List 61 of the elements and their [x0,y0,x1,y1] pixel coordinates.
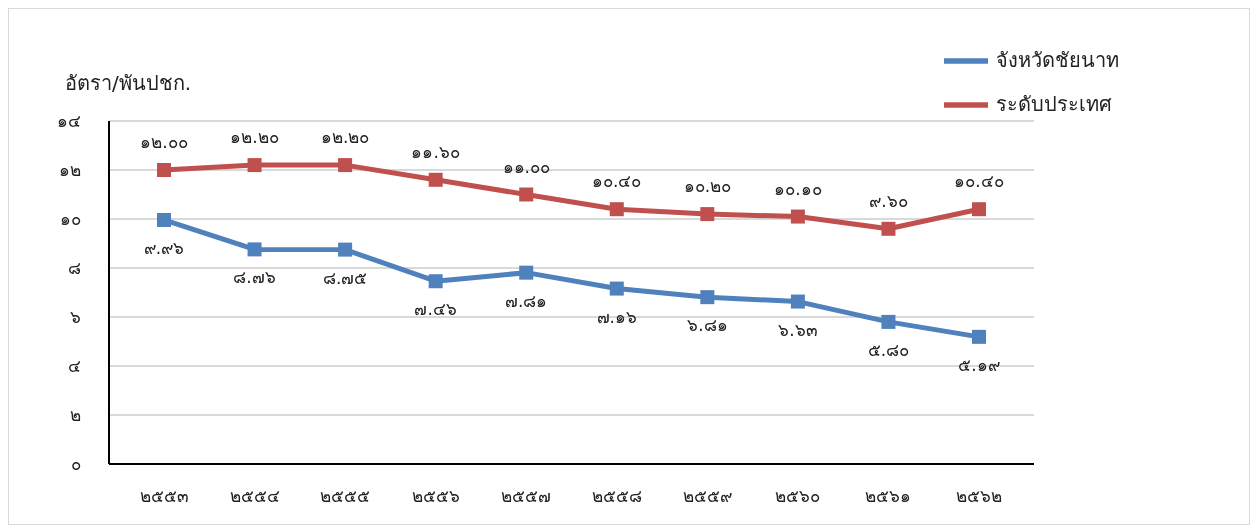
data-label: ๗.๘๑ [505,290,548,311]
y-tick-label: ๑๐ [60,209,81,230]
y-tick-label: ๘ [68,258,81,279]
y-tick-label: ๑๒ [59,160,81,181]
y-tick-label: ๐ [71,454,81,475]
x-tick-label: ๒๕๖๑ [865,486,912,507]
point [972,329,986,344]
y-tick-label: ๖ [70,307,81,328]
point [157,163,171,177]
data-label: ๗.๑๖ [596,306,637,327]
data-label: ๖.๘๑ [687,315,728,336]
point [881,314,896,329]
y-tick-label: ๒ [70,405,81,426]
data-label: ๑๒.๐๐ [140,132,188,152]
x-tick-label: ๒๕๕๕ [320,486,371,507]
data-label: ๖.๖๓ [778,319,818,340]
point [247,242,262,257]
x-tick-label: ๒๕๕๙ [682,486,732,507]
point [881,221,896,236]
x-tick-label: ๒๕๕๖ [411,486,460,507]
x-tick-label: ๒๕๖๒ [956,486,1002,507]
data-label: ๑๑.๖๐ [411,141,460,162]
data-label: ๑๐.๔๐ [592,171,642,192]
point [519,265,534,280]
data-label: ๕.๘๐ [867,339,910,360]
data-label: ๑๐.๑๐ [774,178,822,199]
data-label: ๘.๗๖ [233,267,276,288]
data-label: ๑๐.๔๐ [954,171,1004,192]
point [338,158,353,173]
point [700,207,715,222]
x-tick-label: ๒๕๖๐ [775,486,821,507]
point [247,158,262,173]
data-label: ๗.๔๖ [414,299,457,320]
data-label: ๑๒.๒๐ [320,127,370,148]
data-label: ๘.๗๕ [322,267,368,288]
point [609,281,624,296]
point [519,187,534,202]
legend-label: จังหวัดชัยนาท [996,47,1119,72]
x-tick-label: ๒๕๕๗ [501,486,552,507]
point [609,202,624,217]
data-label: ๑๒.๒๐ [230,127,279,148]
x-tick-label: ๒๕๕๔ [229,486,280,507]
point [428,274,443,289]
data-label: ๑๐.๒๐ [683,176,732,197]
point [790,294,805,309]
x-tick-label: ๒๕๕๘ [591,486,642,507]
x-tick-label: ๒๕๕๓ [139,486,189,507]
y-axis-title: อัตรา/พันปชก. [65,70,192,97]
data-label: ๙.๙๖ [143,237,185,258]
data-label: ๙.๖๐ [869,190,908,211]
data-label: ๑๑.๐๐ [502,156,550,177]
data-label: ๕.๑๙ [958,354,1000,375]
point [157,212,171,227]
point [790,209,805,224]
y-tick-label: ๔ [68,356,81,377]
y-tick-label: ๑๔ [57,111,81,132]
point [428,172,443,187]
legend-label: ระดับประเทศ [996,91,1112,116]
point [338,242,353,257]
point [700,290,715,305]
point [972,202,986,217]
